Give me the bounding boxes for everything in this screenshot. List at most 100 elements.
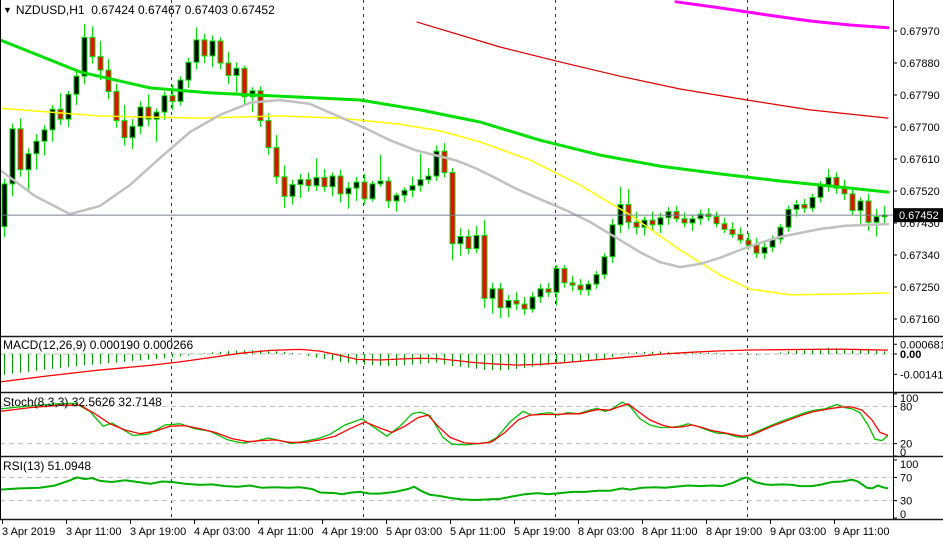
candle-body [393,194,400,202]
candle-body [609,224,616,258]
time-axis-label: 4 Apr 11:00 [258,526,313,538]
current-price-badge [894,208,943,223]
candle-body [345,187,352,195]
time-axis-label: 3 Apr 19:00 [130,526,186,538]
candle-body [185,61,192,81]
candle-body [425,175,432,181]
time-axis-label: 5 Apr 11:00 [450,526,505,538]
candle-body [809,196,816,209]
macd-indicator-label: MACD(12,26,9) 0.000190 0.000266 [3,338,194,352]
time-axis-label: 5 Apr 03:00 [386,526,442,538]
candle-body [153,111,160,120]
candle-body [649,219,656,226]
candle-body [409,185,416,191]
candle-body [225,62,232,76]
candle-body [385,180,392,202]
candle-body [785,208,792,228]
price-axis-label: 0.67970 [900,26,940,38]
candle-body [41,129,48,142]
candle-body [489,288,496,299]
candle-body [577,284,584,291]
symbol-dropdown-icon[interactable]: ▼ [3,5,12,15]
candle-body [505,300,512,309]
price-axis-label: 0.67250 [900,282,940,294]
candle-body [281,176,288,197]
price-axis-label: 0.67610 [900,154,940,166]
ma-mid-yellow [0,107,889,296]
candle-body [313,176,320,187]
price-axis-label: 0.67880 [900,58,940,70]
price-axis-label: 0.67790 [900,90,940,102]
stoch-axis-label: 20 [900,439,912,451]
candle-body [569,282,576,286]
candle-body [49,108,56,131]
candle-body [681,218,688,224]
candle-body [233,67,240,76]
macd-axis-label: 0.00 [900,349,921,361]
time-axis-label: 5 Apr 19:00 [514,526,570,538]
candle-body [713,216,720,225]
candle-body [337,175,344,195]
time-axis-label: 3 Apr 11:00 [66,526,121,538]
ma-magenta [674,0,890,30]
stoch-axis-label: 100 [900,393,918,405]
candle-body [377,180,384,185]
candle-body [433,150,440,177]
candle-body [537,288,544,298]
time-axis-label: 9 Apr 11:00 [834,526,889,538]
rsi-axis-label: 0 [900,509,906,521]
candle-body [297,179,304,186]
candle-body [129,125,136,139]
candle-body [105,69,112,92]
rsi-line [0,476,889,502]
candle-body [513,300,520,305]
candle-body [721,223,728,230]
stoch-d-line [0,403,889,445]
time-axis-label: 4 Apr 19:00 [322,526,378,538]
candle-body [57,108,64,120]
candle-body [457,236,464,245]
candle-body [9,128,16,185]
macd-axis-label: 0.000681 [900,339,943,351]
candle-body [89,36,96,58]
ma-slow-gray [0,98,890,269]
candle-body [145,106,152,120]
candle-body [585,283,592,291]
candle-body [697,213,704,220]
candle-body [193,39,200,63]
main-plot-area[interactable] [0,0,890,319]
candle-body [369,183,376,200]
candle-body [169,95,176,102]
macd-signal-line [0,348,889,383]
current-price-badge-label: 0.67452 [899,210,939,222]
candle-body [521,303,528,310]
candle-body [777,226,784,240]
ma-fast-lime [0,38,890,194]
time-axis-label: 9 Apr 03:00 [770,526,826,538]
candle-body [121,120,128,139]
candle-body [689,218,696,224]
candle-body [497,288,504,309]
candle-body [449,172,456,245]
candle-body [417,179,424,187]
candle-body [97,56,104,71]
candle-body [217,40,224,64]
candle-body [793,204,800,210]
candle-body [529,296,536,310]
candle-body [273,147,280,178]
macd-axis-label: -0.001419 [900,369,943,381]
candle-body [113,90,120,122]
rsi-axis-label: 30 [900,496,912,508]
time-axis-label: 8 Apr 03:00 [578,526,634,538]
chart-title: ▼ NZDUSD,H1 0.67424 0.67467 0.67403 0.674… [3,3,275,17]
candle-body [601,256,608,276]
candle-body [33,140,40,155]
rsi-axis-label: 70 [900,472,912,484]
candle-body [81,36,88,77]
candle-body [353,181,360,189]
candle-body [801,204,808,209]
candle-body [209,40,216,57]
candle-body [665,211,672,219]
